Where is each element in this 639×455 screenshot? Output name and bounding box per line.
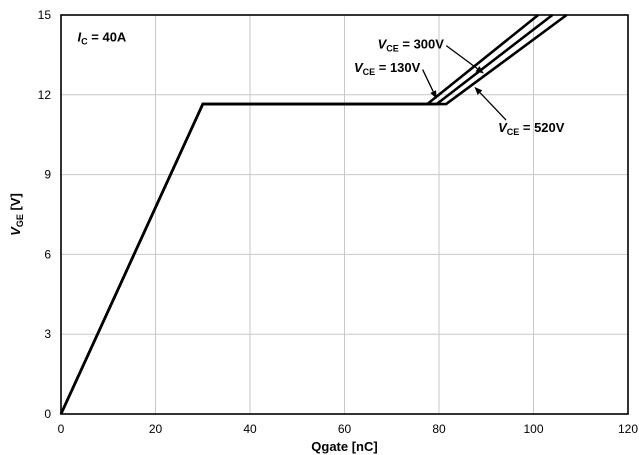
series-arrow-2 (445, 45, 478, 70)
y-tick-label: 12 (38, 88, 52, 102)
series-lines (59, 13, 568, 415)
y-tick-label: 15 (38, 8, 52, 22)
condition-tail: = 40A (88, 30, 127, 45)
tick-labels: 0 20 40 60 80 100 120 0 3 6 9 12 15 (38, 8, 639, 436)
x-tick-label: 60 (338, 422, 352, 436)
x-tick-label: 20 (149, 422, 163, 436)
y-axis-title-tail: [V] (8, 193, 23, 214)
x-tick-label: 40 (243, 422, 257, 436)
x-axis-title: Qgate [nC] (311, 439, 377, 454)
y-axis-title-main: V (8, 226, 23, 236)
x-tick-label: 120 (618, 422, 638, 436)
y-tick-label: 9 (44, 168, 51, 182)
series-label-1: VCE = 130V (354, 60, 421, 77)
series-arrowhead-3 (474, 86, 483, 95)
series-line-1 (59, 13, 540, 415)
y-tick-label: 6 (44, 247, 51, 261)
y-axis-title-sub: GE (15, 214, 25, 227)
y-axis-title: VGE [V] (8, 193, 25, 236)
series-arrowhead-2 (475, 66, 484, 74)
plot-area-frame (60, 14, 629, 415)
series-label-2: VCE = 300V (378, 36, 445, 53)
grid-lines (61, 15, 628, 414)
x-tick-label: 80 (432, 422, 446, 436)
condition-sub: C (81, 37, 88, 47)
x-tick-label: 0 (58, 422, 65, 436)
series-line-2 (59, 13, 554, 415)
series-arrowhead-1 (430, 90, 437, 99)
y-tick-label: 0 (44, 407, 51, 421)
condition-label: IC = 40A (78, 30, 127, 47)
series-label-3: VCE = 520V (498, 120, 565, 137)
x-tick-label: 100 (523, 422, 543, 436)
series-arrow-3 (479, 92, 507, 121)
condition-main: I (78, 30, 82, 45)
series-arrow-1 (422, 69, 434, 92)
series-annotations: VCE = 130V VCE = 300V VCE = 520V (354, 36, 565, 137)
y-tick-label: 3 (44, 327, 51, 341)
series-line-3 (59, 13, 568, 415)
